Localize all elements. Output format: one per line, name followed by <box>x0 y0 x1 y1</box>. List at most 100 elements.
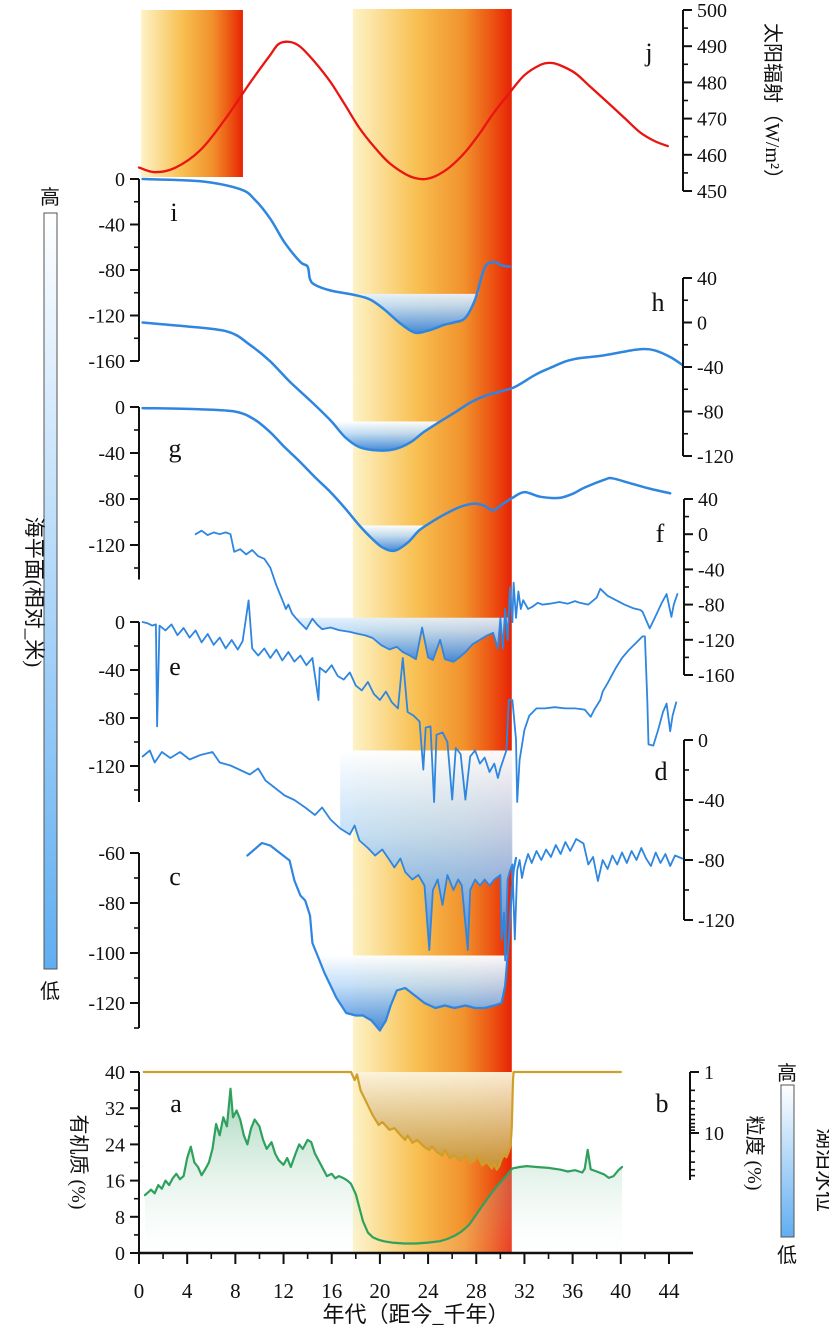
panel-letter-b: b <box>656 1089 669 1118</box>
colorbar-lake-level-low-label: 低 <box>777 1244 797 1267</box>
axis-e <box>130 621 140 802</box>
tick-label-c: -60 <box>98 843 125 865</box>
x-tick-label: 12 <box>273 1279 294 1303</box>
axis-c <box>130 852 140 1029</box>
tick-label-h: -80 <box>697 402 724 424</box>
curve-a <box>143 1087 624 1245</box>
tick-label-j: 490 <box>697 36 727 58</box>
curve-h <box>141 321 684 452</box>
tick-label-c: -120 <box>88 993 125 1015</box>
axis-title-b: 粒度 (%) <box>743 1116 766 1191</box>
panel-letter-g: g <box>169 434 182 463</box>
tick-label-d: -80 <box>698 850 725 872</box>
tick-label-j: 450 <box>697 181 727 203</box>
colorbar-sea-level-high-label: 高 <box>40 186 60 209</box>
curve-j <box>137 40 669 181</box>
tick-label-f: -120 <box>698 630 735 652</box>
tick-label-d: 0 <box>698 730 708 752</box>
x-tick-label: 40 <box>610 1279 631 1303</box>
tick-label-d: -40 <box>698 790 725 812</box>
tick-label-i: -120 <box>88 306 125 328</box>
tick-label-a: 8 <box>115 1207 125 1229</box>
x-tick-label: 4 <box>182 1279 193 1303</box>
tick-label-c: -100 <box>88 943 125 965</box>
fill-h <box>331 421 441 451</box>
x-tick-label: 36 <box>562 1279 583 1303</box>
tick-label-i: 0 <box>115 169 125 191</box>
tick-label-g: -80 <box>98 489 125 511</box>
tick-label-d: -120 <box>698 910 735 932</box>
curve-g <box>141 406 672 553</box>
colorbar-lake-level-title: 湖泊水位 <box>813 1128 829 1212</box>
curve-c <box>246 841 518 1032</box>
panel-letter-d: d <box>655 757 668 786</box>
tick-label-a: 16 <box>105 1171 125 1193</box>
tick-label-i: -160 <box>88 351 125 373</box>
tick-label-b: 1 <box>704 1062 714 1084</box>
colorbar-lake-level-high-label: 高 <box>777 1062 797 1085</box>
tick-label-h: 40 <box>697 268 717 290</box>
axis-a <box>130 1071 140 1254</box>
tick-label-i: -40 <box>98 215 125 237</box>
colorbar-sea-level-low-label: 低 <box>40 980 60 1003</box>
tick-label-e: -120 <box>88 756 125 778</box>
tick-label-a: 40 <box>105 1062 125 1084</box>
x-axis-label: 年代（距今_千年） <box>322 1302 509 1327</box>
axis-d <box>683 739 693 921</box>
x-axis <box>138 1251 693 1264</box>
tick-label-g: -120 <box>88 535 125 557</box>
tick-label-g: -40 <box>98 443 125 465</box>
tick-label-f: 0 <box>698 524 708 546</box>
tick-label-h: -40 <box>697 357 724 379</box>
tick-label-i: -80 <box>98 260 125 282</box>
panel-letter-c: c <box>169 862 181 891</box>
tick-label-f: -80 <box>698 595 725 617</box>
tick-label-h: -120 <box>697 446 734 468</box>
tick-label-a: 32 <box>105 1098 125 1120</box>
x-tick-label: 44 <box>658 1279 680 1303</box>
axis-j <box>682 9 692 192</box>
tick-label-f: 40 <box>698 489 718 511</box>
axis-b <box>689 1071 699 1180</box>
x-tick-label: 16 <box>321 1279 342 1303</box>
tick-label-f: -160 <box>698 665 735 687</box>
tick-label-j: 480 <box>697 72 727 94</box>
fill-b <box>350 1072 514 1170</box>
tick-label-j: 500 <box>697 0 727 22</box>
highlight-band-early <box>141 10 243 177</box>
curve-b <box>142 1070 622 1171</box>
axis-f <box>683 498 693 676</box>
curve-f <box>194 529 679 663</box>
axis-title-j: 太阳辐射（W/m²） <box>761 23 784 189</box>
tick-label-e: -80 <box>98 708 125 730</box>
tick-label-a: 24 <box>105 1134 125 1156</box>
axis-i <box>130 178 140 362</box>
tick-label-c: -80 <box>98 893 125 915</box>
tick-label-f: -40 <box>698 559 725 581</box>
curve-i <box>141 177 512 335</box>
x-tick-label: 0 <box>134 1279 145 1303</box>
tick-label-j: 470 <box>697 109 727 131</box>
panel-letter-j: j <box>644 38 652 67</box>
panel-letter-a: a <box>170 1089 182 1118</box>
x-tick-label: 24 <box>418 1279 440 1303</box>
colorbar-sea-level <box>43 212 58 970</box>
tick-label-j: 460 <box>697 145 727 167</box>
panel-letter-f: f <box>656 519 665 548</box>
tick-label-a: 0 <box>115 1243 125 1265</box>
tick-label-g: 0 <box>115 397 125 419</box>
colorbar-lake-level <box>780 1084 795 1238</box>
fill-g <box>359 525 427 551</box>
axis-g <box>130 406 140 580</box>
fill-i <box>350 287 479 333</box>
x-tick-label: 20 <box>369 1279 390 1303</box>
axis-title-a: 有机质 (%) <box>67 1115 90 1210</box>
tick-label-h: 0 <box>697 313 707 335</box>
panel-letter-i: i <box>170 198 177 227</box>
x-tick-label: 8 <box>230 1279 241 1303</box>
fill-a <box>145 1088 623 1253</box>
fill-f <box>296 609 509 662</box>
axis-h <box>682 277 692 457</box>
